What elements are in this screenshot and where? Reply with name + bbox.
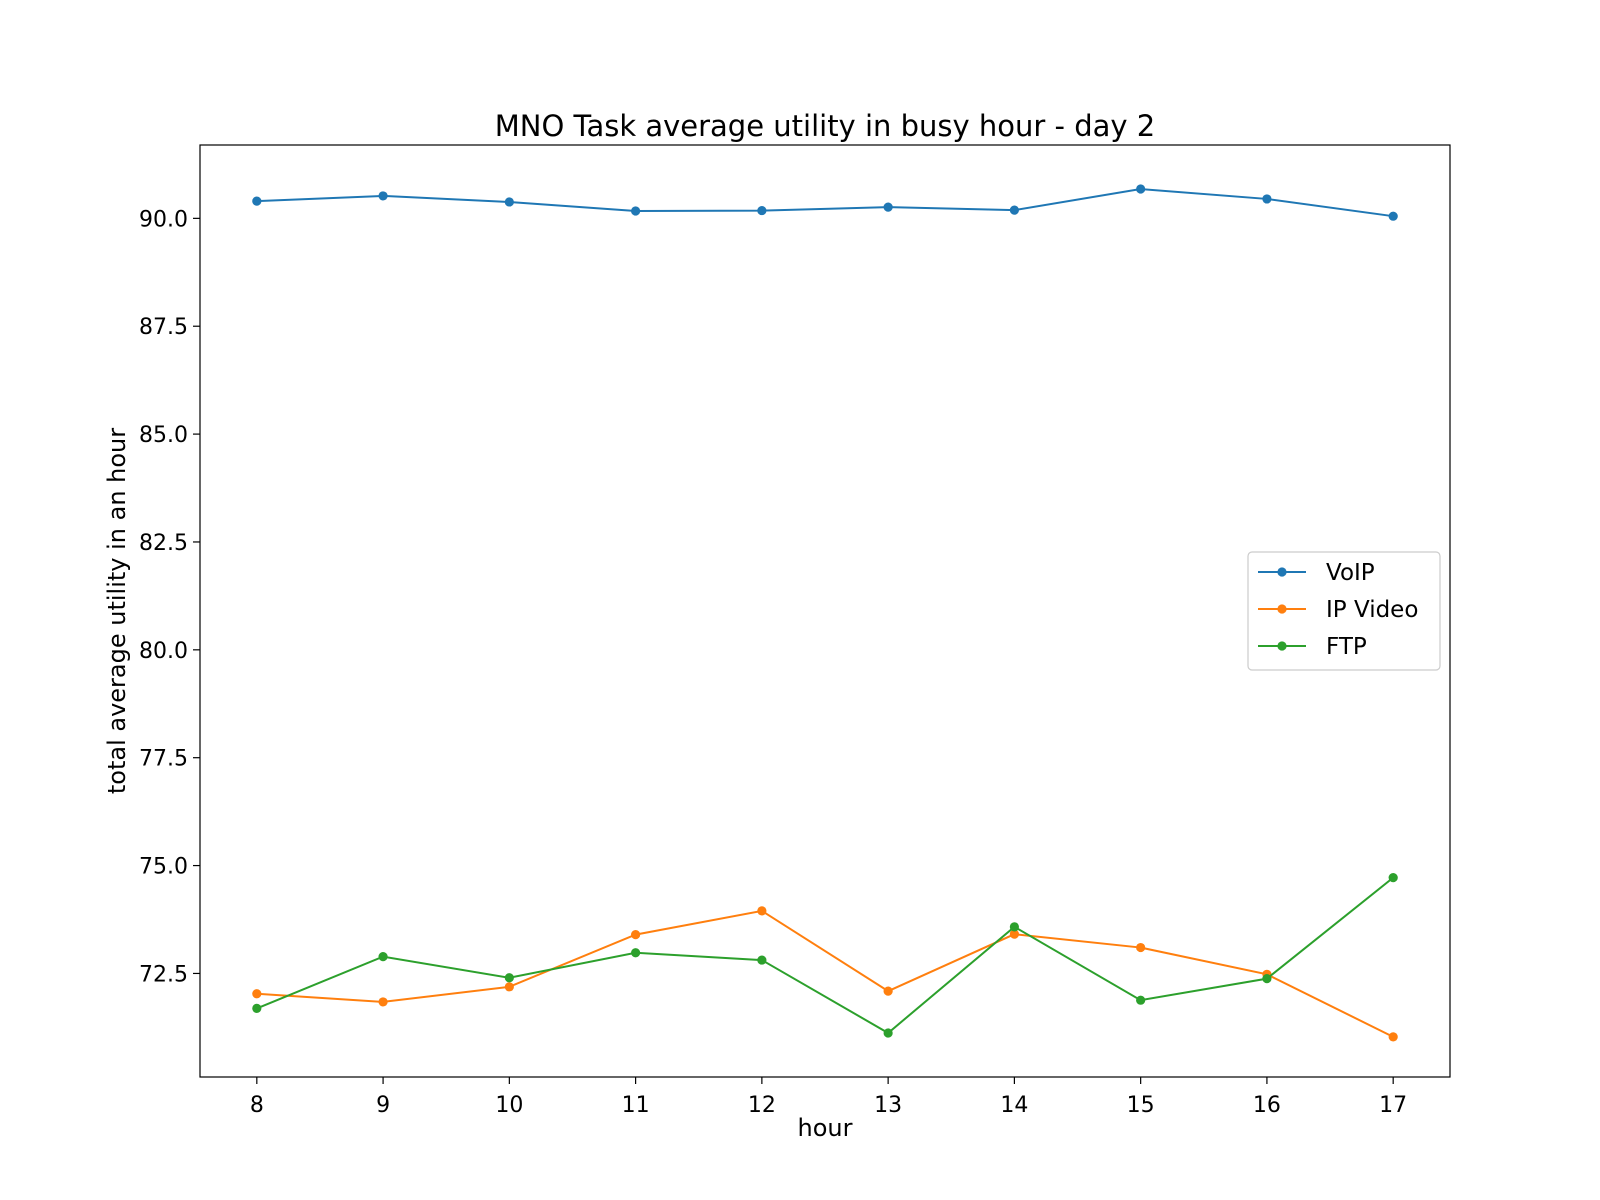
y-tick-label: 90.0 <box>139 207 188 232</box>
data-point-ftp <box>252 1003 262 1013</box>
data-point-ip-video <box>252 989 262 999</box>
y-tick-label: 82.5 <box>139 531 188 556</box>
data-point-ftp <box>631 948 641 958</box>
data-point-voip <box>1262 194 1272 204</box>
series-line-ip-video <box>256 909 1394 1038</box>
series-line-ftp <box>256 876 1394 1035</box>
y-tick-label: 87.5 <box>139 315 188 340</box>
data-point-ip-video <box>378 997 388 1007</box>
legend-item-voip: VoIP <box>1258 560 1375 586</box>
legend-label: FTP <box>1326 634 1367 660</box>
data-point-ip-video <box>757 906 767 916</box>
plot-area <box>199 144 1451 1078</box>
data-point-voip <box>1009 205 1019 215</box>
legend-marker <box>1277 604 1287 614</box>
x-tick-label: 14 <box>1000 1093 1028 1118</box>
legend-item-ip-video: IP Video <box>1258 597 1418 623</box>
data-point-ip-video <box>1009 929 1019 939</box>
x-tick-label: 8 <box>250 1093 264 1118</box>
x-tick-label: 17 <box>1379 1093 1407 1118</box>
x-tick-label: 9 <box>376 1093 390 1118</box>
y-tick-label: 72.5 <box>139 962 188 987</box>
x-axis: 8 9 10 11 12 13 14 15 16 17 <box>250 1077 1407 1118</box>
data-point-ftp <box>757 955 767 965</box>
y-tick-label: 77.5 <box>139 747 188 772</box>
legend-marker <box>1277 641 1287 651</box>
x-tick-label: 13 <box>874 1093 902 1118</box>
data-point-voip <box>1136 184 1146 194</box>
x-tick-label: 10 <box>495 1093 523 1118</box>
x-tick-label: 11 <box>622 1093 650 1118</box>
y-tick-label: 85.0 <box>139 423 188 448</box>
x-tick-label: 12 <box>748 1093 776 1118</box>
data-point-ftp <box>1009 922 1019 932</box>
legend-box <box>1247 551 1441 671</box>
series-ftp <box>252 873 1398 1038</box>
x-tick-label: 16 <box>1253 1093 1281 1118</box>
legend-label: IP Video <box>1326 597 1418 623</box>
data-point-ftp <box>504 973 514 983</box>
data-point-ftp <box>1388 873 1398 883</box>
data-point-ip-video <box>1388 1032 1398 1042</box>
x-axis-label: hour <box>798 1114 853 1142</box>
series-voip <box>252 184 1398 221</box>
data-point-ip-video <box>1136 942 1146 953</box>
series-ip-video <box>252 906 1398 1042</box>
data-point-ip-video <box>883 986 893 996</box>
data-point-voip <box>378 191 388 201</box>
data-point-ftp <box>883 1028 893 1038</box>
data-point-voip <box>1388 211 1398 221</box>
y-tick-label: 80.0 <box>139 639 188 664</box>
data-point-ftp <box>378 952 388 962</box>
series-line-voip <box>256 188 1394 218</box>
y-tick-label: 75.0 <box>139 855 188 880</box>
plot-frame <box>199 144 1451 1078</box>
data-point-voip <box>252 196 262 206</box>
legend-item-ftp: FTP <box>1258 634 1367 660</box>
data-point-ftp <box>1136 995 1146 1005</box>
data-point-voip <box>631 206 641 216</box>
data-point-ip-video <box>504 982 514 992</box>
series-layer <box>252 184 1398 1042</box>
data-point-ip-video <box>631 930 641 940</box>
y-axis-label: total average utility in an hour <box>103 428 131 794</box>
chart-title: MNO Task average utility in busy hour - … <box>495 109 1155 143</box>
legend: VoIP IP Video FTP <box>1247 551 1441 671</box>
data-point-voip <box>883 202 893 212</box>
data-point-voip <box>504 197 514 207</box>
legend-marker <box>1277 567 1287 577</box>
data-point-ftp <box>1262 974 1272 984</box>
legend-label: VoIP <box>1326 560 1375 586</box>
data-point-voip <box>757 205 767 216</box>
x-tick-label: 15 <box>1127 1093 1155 1118</box>
y-axis: 72.5 75.0 77.5 80.0 82.5 85.0 87.5 90.0 <box>139 207 200 987</box>
